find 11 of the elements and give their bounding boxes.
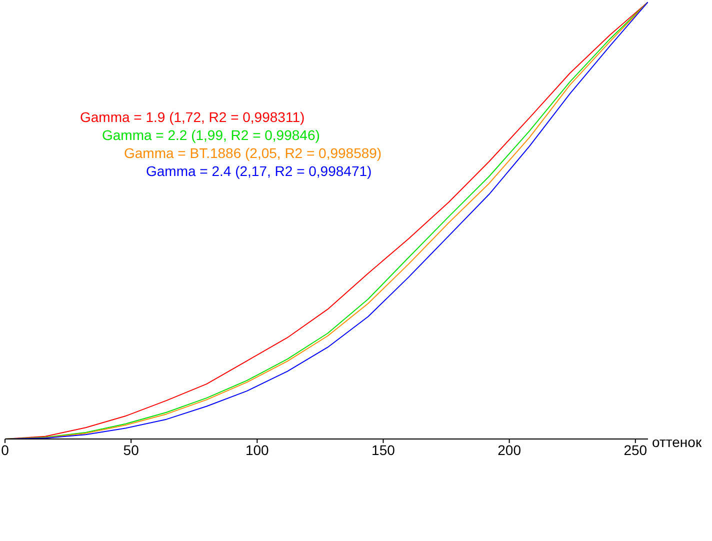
x-tick-label: 50 [123,442,140,458]
x-tick-label: 100 [245,442,270,458]
x-axis-title: оттенок [652,434,702,450]
x-tick-label: 250 [624,442,648,458]
x-tick-label: 0 [1,442,10,458]
text: Gamma = 2.4 (2,17, R2 = 0,998471) [145,162,373,180]
text: Gamma = BT.1886 (2,05, R2 = 0,998589) [123,144,382,162]
text: Gamma = 2.2 (1,99, R2 = 0,99846) [101,126,321,144]
x-tick-label: 200 [498,442,522,458]
x-tick-label: 150 [372,442,396,458]
text: Gamma = 1.9 (1,72, R2 = 0,998311) [80,108,306,126]
